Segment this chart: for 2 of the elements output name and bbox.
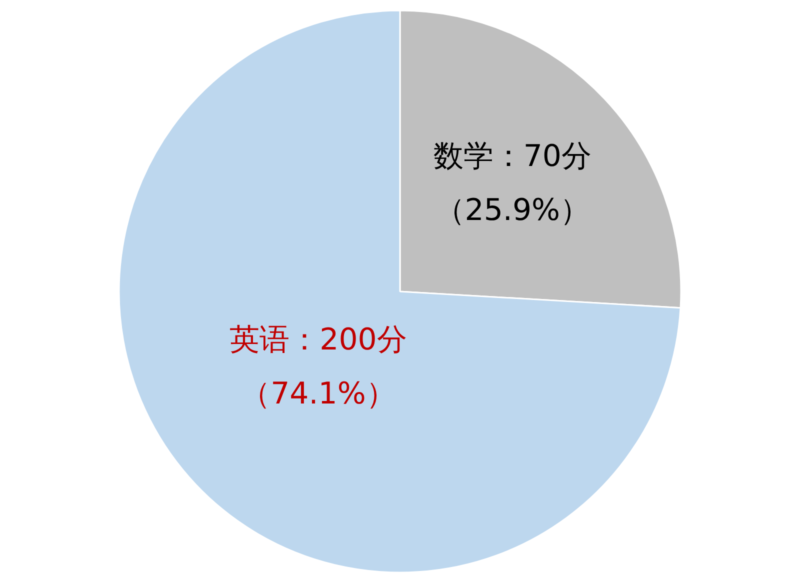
slice-label: 数学：70分（25.9%） xyxy=(433,139,592,228)
slice-label: 英语：200分（74.1%） xyxy=(230,322,407,412)
